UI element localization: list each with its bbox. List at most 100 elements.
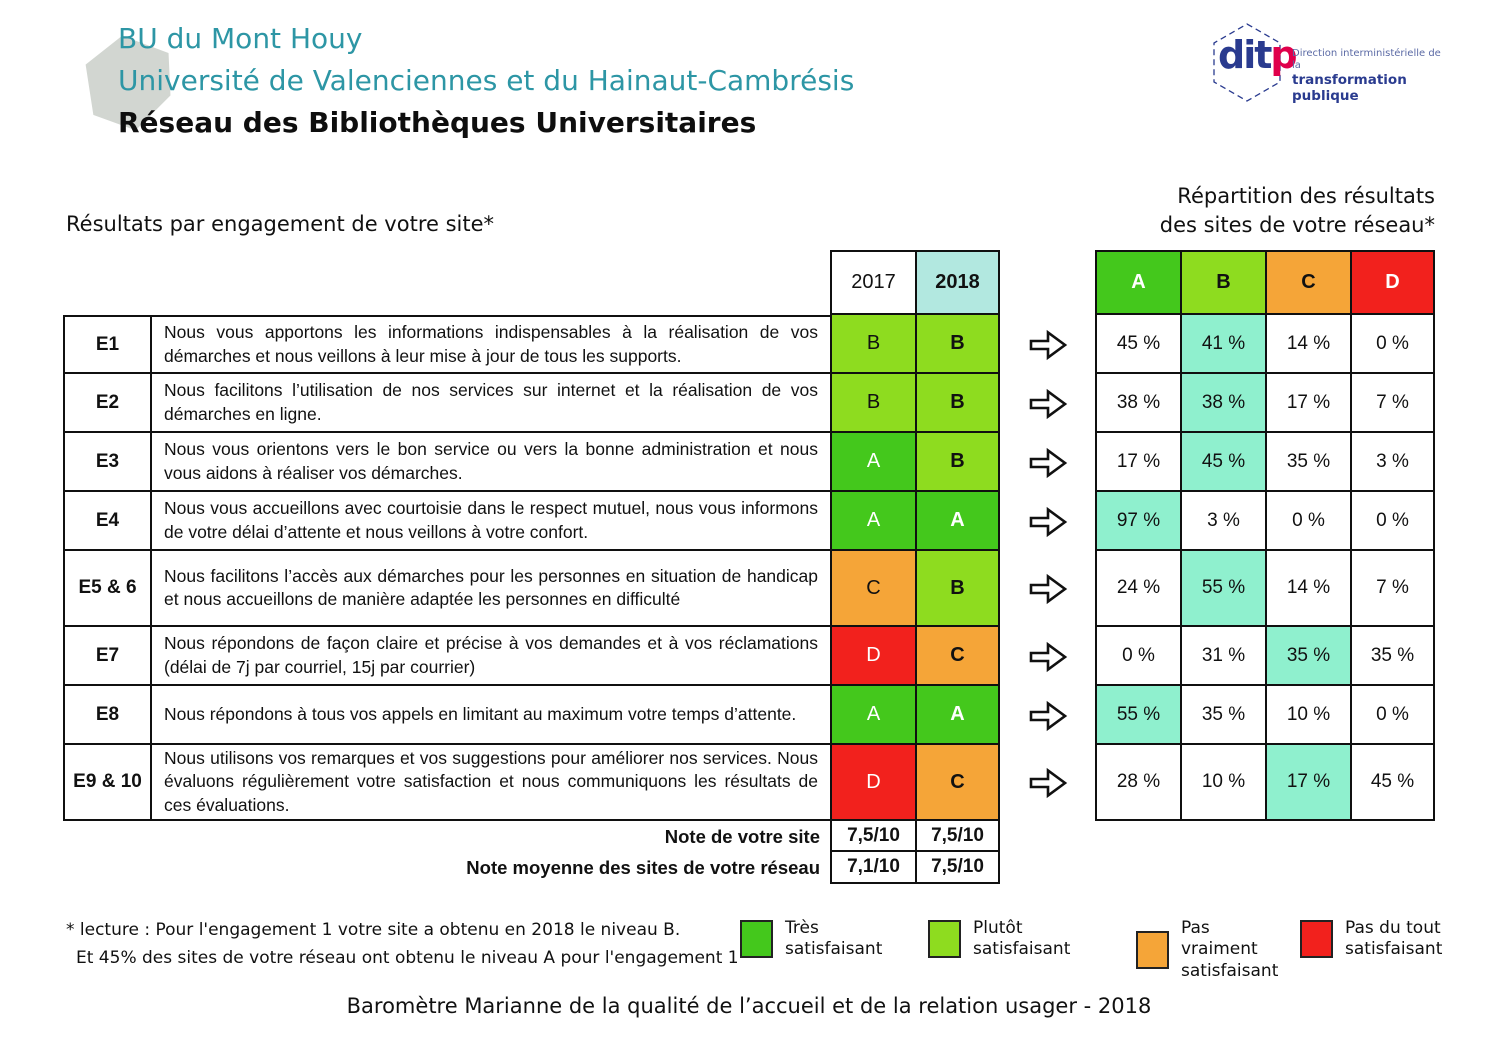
distribution-cell: 14 % — [1265, 551, 1350, 627]
legend-swatch-icon — [928, 920, 961, 959]
score-2018: 7,5/10 — [915, 852, 1000, 884]
grade-2018: B — [915, 315, 1000, 374]
distribution-cell: 10 % — [1265, 686, 1350, 745]
distribution-cell: 17 % — [1095, 433, 1180, 492]
engagement-id: E5 & 6 — [63, 551, 150, 627]
engagement-description: Nous vous orientons vers le bon service … — [150, 433, 830, 492]
left-table-title: Résultats par engagement de votre site* — [66, 212, 495, 236]
grade-2018: A — [915, 492, 1000, 551]
grade-2017: A — [830, 433, 915, 492]
legend-swatch-icon — [1136, 930, 1169, 969]
grade-2018: C — [915, 627, 1000, 686]
distribution-column-header-A: A — [1095, 250, 1180, 315]
logo-acronym-accent: p — [1270, 33, 1297, 77]
grade-2018: B — [915, 374, 1000, 433]
grade-2017: B — [830, 374, 915, 433]
brand-block: BU du Mont Houy Université de Valencienn… — [118, 18, 854, 144]
legend-item: Très satisfaisant — [740, 918, 882, 961]
legend-item: Pas du tout satisfaisant — [1300, 918, 1442, 961]
engagement-id: E2 — [63, 374, 150, 433]
distribution-cell: 45 % — [1180, 433, 1265, 492]
distribution-cell: 35 % — [1350, 627, 1435, 686]
legend-item: Pas vraiment satisfaisant — [1136, 918, 1278, 982]
score-2017: 7,1/10 — [830, 852, 915, 884]
legend-label: Pas vraiment satisfaisant — [1181, 918, 1279, 981]
logo-caption: Direction interministérielle de la trans… — [1292, 48, 1442, 104]
engagement-id: E4 — [63, 492, 150, 551]
arrow-right-icon — [1000, 551, 1095, 627]
distribution-cell: 38 % — [1180, 374, 1265, 433]
legend-label: Très satisfaisant — [785, 918, 883, 960]
right-table-title-line2: des sites de votre réseau* — [1159, 213, 1435, 238]
score-row-label: Note de votre site — [664, 825, 820, 847]
grade-2018: B — [915, 433, 1000, 492]
grade-2018: B — [915, 551, 1000, 627]
distribution-cell: 28 % — [1095, 745, 1180, 821]
arrow-right-icon — [1000, 745, 1095, 821]
distribution-cell: 7 % — [1350, 374, 1435, 433]
distribution-cell: 0 % — [1350, 492, 1435, 551]
footnote-line-1: * lecture : Pour l'engagement 1 votre si… — [66, 920, 681, 940]
arrow-right-icon — [1000, 315, 1095, 374]
score-2017: 7,5/10 — [830, 821, 915, 852]
arrow-right-icon — [1000, 374, 1095, 433]
engagement-description: Nous vous apportons les informations ind… — [150, 315, 830, 374]
distribution-cell: 0 % — [1265, 492, 1350, 551]
distribution-cell: 7 % — [1350, 551, 1435, 627]
grade-2017: A — [830, 492, 915, 551]
year-2017-header: 2017 — [830, 250, 915, 315]
engagement-id: E3 — [63, 433, 150, 492]
distribution-cell: 3 % — [1180, 492, 1265, 551]
arrow-right-icon — [1000, 433, 1095, 492]
grade-2018: A — [915, 686, 1000, 745]
distribution-cell: 0 % — [1350, 686, 1435, 745]
grade-2017: D — [830, 745, 915, 821]
score-2018: 7,5/10 — [915, 821, 1000, 852]
arrow-right-icon — [1000, 492, 1095, 551]
engagement-id: E9 & 10 — [63, 745, 150, 821]
distribution-cell: 97 % — [1095, 492, 1180, 551]
engagement-description: Nous répondons à tous vos appels en limi… — [150, 686, 830, 745]
distribution-column-header-B: B — [1180, 250, 1265, 315]
grade-2017: B — [830, 315, 915, 374]
engagement-id: E7 — [63, 627, 150, 686]
grade-2017: D — [830, 627, 915, 686]
legend-swatch-icon — [1300, 920, 1333, 959]
hexagon-decor — [82, 32, 174, 141]
site-name: BU du Mont Houy — [118, 22, 363, 55]
footer-title: Baromètre Marianne de la qualité de l’ac… — [346, 994, 1152, 1018]
distribution-cell: 31 % — [1180, 627, 1265, 686]
university-name: Université de Valenciennes et du Hainaut… — [118, 64, 855, 97]
engagement-id: E1 — [63, 315, 150, 374]
legend-label: Plutôt satisfaisant — [973, 918, 1071, 960]
distribution-cell: 3 % — [1350, 433, 1435, 492]
distribution-column-header-C: C — [1265, 250, 1350, 315]
distribution-cell: 14 % — [1265, 315, 1350, 374]
logo-caption-line2: transformation publique — [1292, 72, 1407, 104]
legend-item: Plutôt satisfaisant — [928, 918, 1070, 961]
grade-2018: C — [915, 745, 1000, 821]
distribution-cell: 41 % — [1180, 315, 1265, 374]
distribution-cell: 17 % — [1265, 374, 1350, 433]
engagement-description: Nous facilitons l’accès aux démarches po… — [150, 551, 830, 627]
arrow-right-icon — [1000, 686, 1095, 745]
logo-acronym-main: dit — [1218, 33, 1272, 77]
engagement-id: E8 — [63, 686, 150, 745]
footnote-line-2: Et 45% des sites de votre réseau ont obt… — [76, 948, 739, 968]
distribution-column-header-D: D — [1350, 250, 1435, 315]
engagement-description: Nous vous accueillons avec courtoisie da… — [150, 492, 830, 551]
legend-swatch-icon — [740, 920, 773, 959]
distribution-cell: 45 % — [1350, 745, 1435, 821]
grade-2017: C — [830, 551, 915, 627]
distribution-cell: 24 % — [1095, 551, 1180, 627]
footnote: * lecture : Pour l'engagement 1 votre si… — [66, 916, 739, 972]
distribution-cell: 55 % — [1095, 686, 1180, 745]
distribution-cell: 0 % — [1095, 627, 1180, 686]
distribution-cell: 10 % — [1180, 745, 1265, 821]
arrow-right-icon — [1000, 627, 1095, 686]
distribution-cell: 0 % — [1350, 315, 1435, 374]
score-row-label: Note moyenne des sites de votre réseau — [466, 857, 820, 878]
right-table-title-line1: Répartition des résultats — [1177, 184, 1435, 208]
distribution-cell: 55 % — [1180, 551, 1265, 627]
